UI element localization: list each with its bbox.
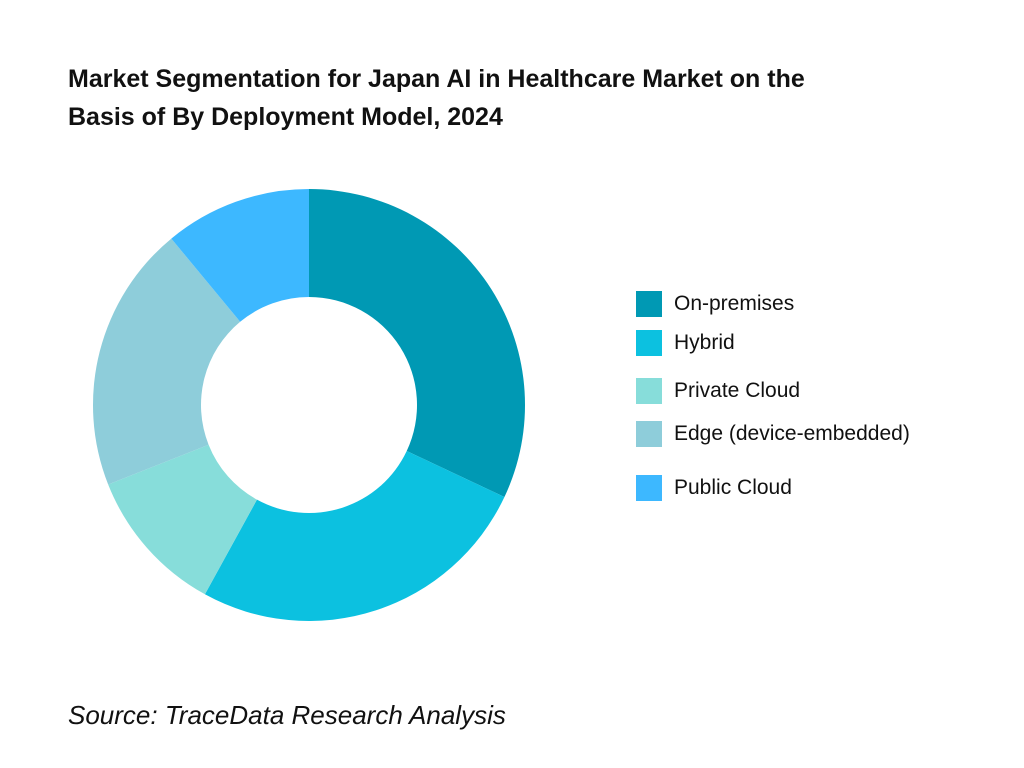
legend-swatch-hybrid — [636, 330, 662, 356]
legend-item-hybrid: Hybrid — [636, 330, 735, 356]
donut-slice-public-cloud — [171, 189, 309, 322]
legend-swatch-private-cloud — [636, 378, 662, 404]
legend-label-hybrid: Hybrid — [674, 331, 735, 354]
legend-item-private-cloud: Private Cloud — [636, 378, 800, 404]
chart-title: Market Segmentation for Japan AI in Heal… — [68, 60, 988, 136]
donut-slice-edge-device-embedded — [93, 238, 241, 485]
donut-slice-private-cloud — [108, 444, 257, 595]
donut-chart-svg — [93, 189, 525, 621]
legend-swatch-edge-device-embedded — [636, 421, 662, 447]
legend-item-on-premises: On-premises — [636, 291, 794, 317]
donut-slice-on-premises — [309, 189, 525, 497]
legend-label-edge-device-embedded: Edge (device-embedded) — [674, 422, 910, 445]
legend-swatch-public-cloud — [636, 475, 662, 501]
legend-item-public-cloud: Public Cloud — [636, 475, 792, 501]
donut-chart — [80, 178, 540, 638]
chart-title-line-2: Basis of By Deployment Model, 2024 — [68, 103, 503, 131]
legend-item-edge-device-embedded: Edge (device-embedded) — [636, 421, 910, 447]
chart-title-line-1: Market Segmentation for Japan AI in Heal… — [68, 65, 805, 93]
donut-slice-hybrid — [204, 450, 505, 621]
chart-legend: On-premises Hybrid Private Cloud Edge (d… — [636, 0, 1016, 768]
legend-label-private-cloud: Private Cloud — [674, 379, 801, 402]
legend-swatch-on-premises — [636, 291, 662, 317]
legend-label-on-premises: On-premises — [674, 292, 795, 315]
legend-label-public-cloud: Public Cloud — [674, 476, 792, 499]
source-note: Source: TraceData Research Analysis — [68, 700, 506, 730]
